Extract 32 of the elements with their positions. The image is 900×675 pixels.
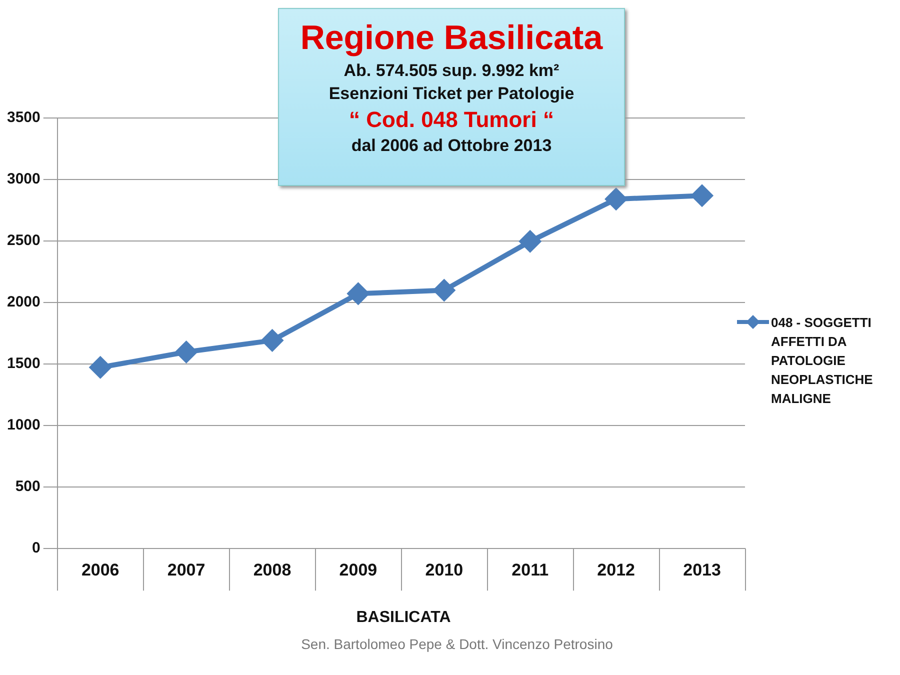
point xyxy=(262,330,283,351)
y-tick-label: 0 xyxy=(32,540,40,557)
x-tick-label: 2011 xyxy=(512,560,549,580)
x-tick-label: 2009 xyxy=(339,560,378,580)
y-tick-label: 3500 xyxy=(6,109,40,126)
y-tick-label: 3000 xyxy=(6,170,40,188)
x-tick-label: 2013 xyxy=(683,560,721,580)
point xyxy=(90,356,111,378)
y-tick-label: 1000 xyxy=(6,416,40,434)
chart-subtitle: Ab. 574.505 sup. 9.992 km² xyxy=(342,61,560,81)
point xyxy=(176,342,197,362)
chart-title: Regione Basilicata xyxy=(299,19,604,58)
legend-label: 048 - SOGGETTI AFFETTI DA PATOLOGIE NEOPLASTICHE MALIGNE xyxy=(771,314,874,408)
x-tick-label: 2010 xyxy=(425,560,464,580)
annotation: “ Cod. 048 Tumori “ xyxy=(348,107,555,133)
x-tick-label: 2006 xyxy=(81,560,120,580)
x-tick-label: 2012 xyxy=(597,560,635,580)
y-tick-label: 2000 xyxy=(6,294,40,311)
point xyxy=(606,188,627,210)
x-tick-label: 2008 xyxy=(253,560,292,580)
point xyxy=(692,185,713,206)
y-tick-label: 2500 xyxy=(6,232,40,250)
x-axis-title: BASILICATA xyxy=(355,609,452,627)
annotation: dal 2006 ad Ottobre 2013 xyxy=(350,136,553,156)
point xyxy=(348,283,369,304)
point xyxy=(520,230,541,252)
text: Esenzioni Ticket per Patologie xyxy=(328,84,576,104)
point xyxy=(434,280,455,301)
y-tick-label: 500 xyxy=(15,478,40,496)
x-tick-label: 2007 xyxy=(167,560,206,580)
text: Sen. Bartolomeo Pepe & Dott. Vincenzo Petrosino xyxy=(300,636,614,652)
y-tick-label: 1500 xyxy=(6,355,40,372)
